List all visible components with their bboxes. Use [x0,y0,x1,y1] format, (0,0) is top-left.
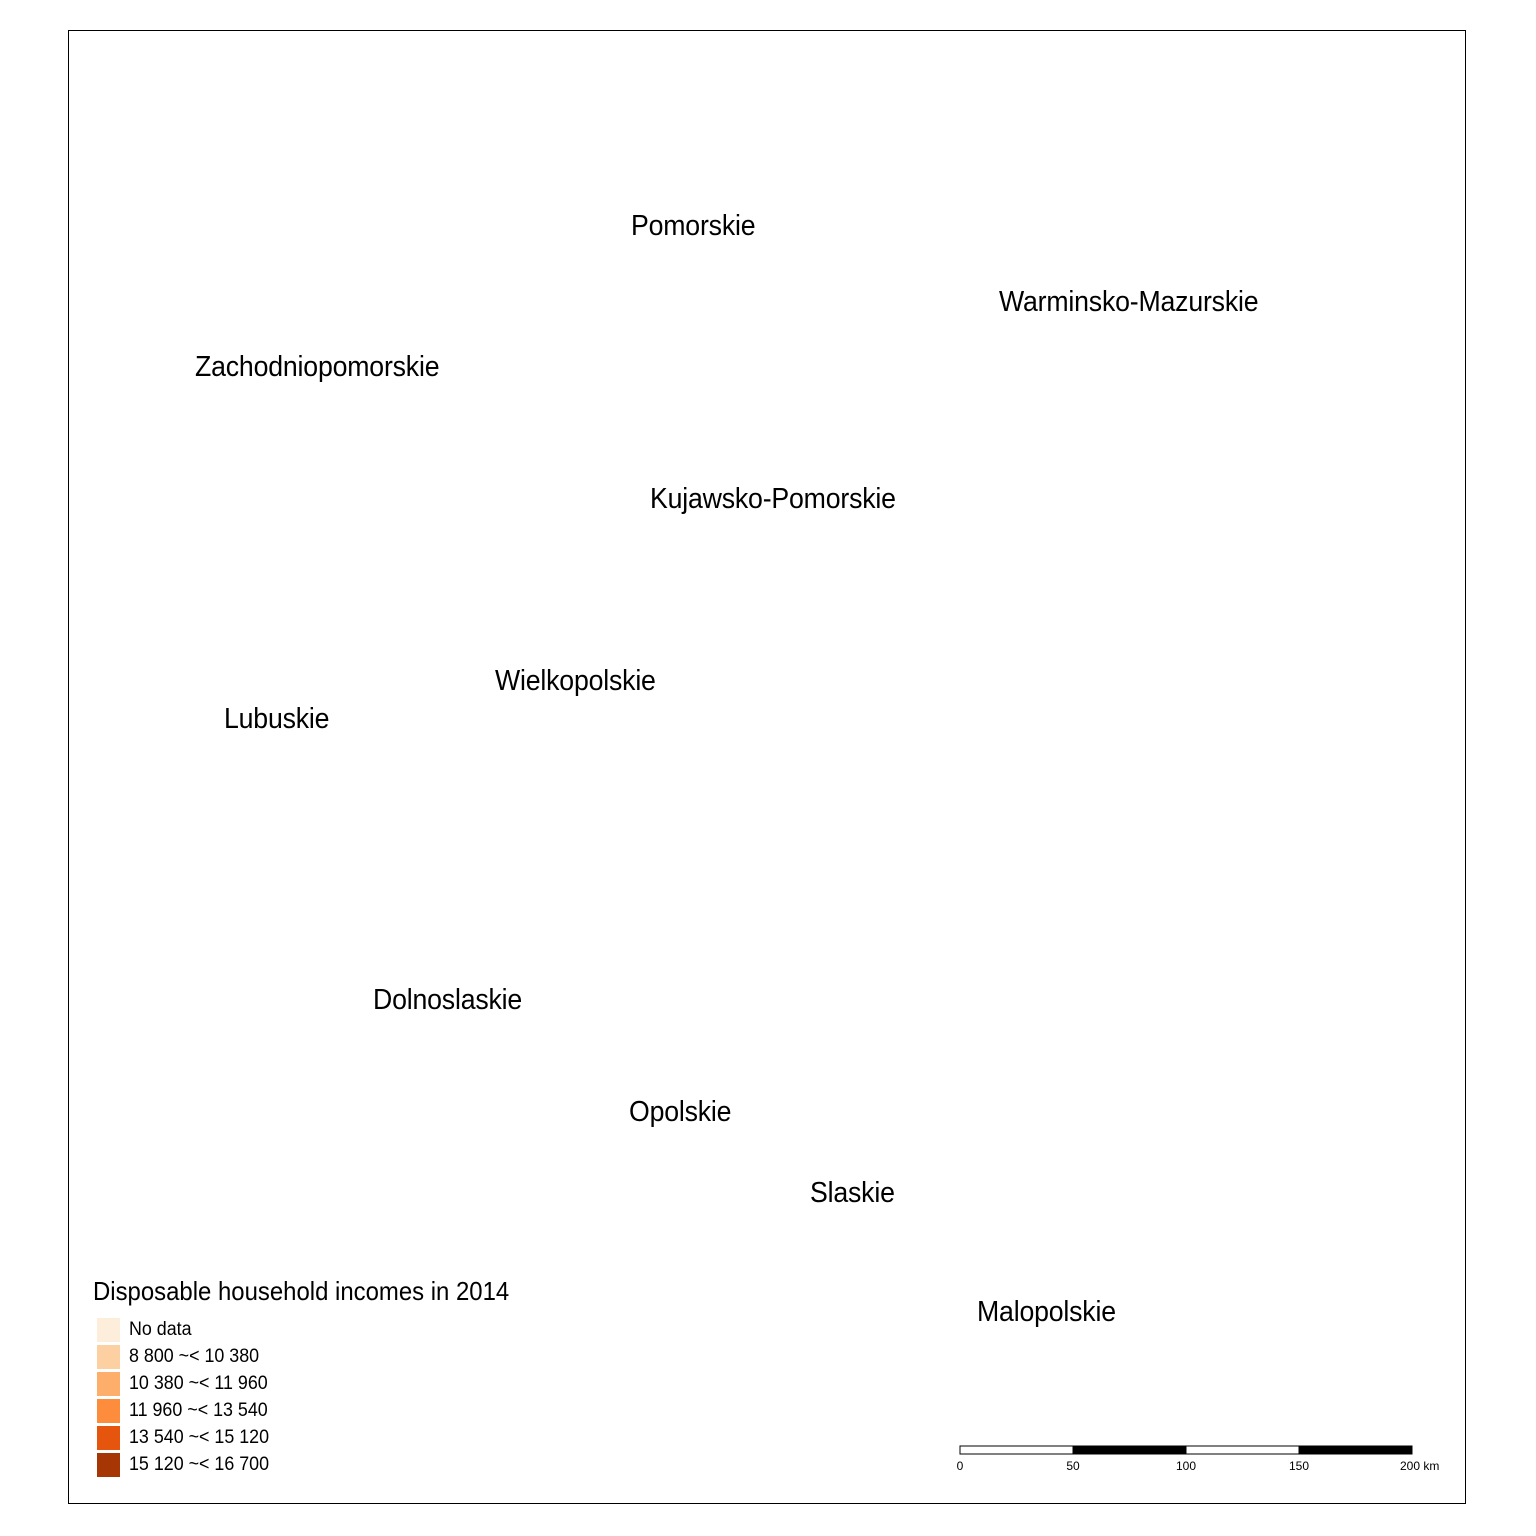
legend-item: 15 120 ~< 16 700 [97,1451,278,1478]
legend-swatch [97,1317,120,1342]
legend-item: 8 800 ~< 10 380 [97,1343,278,1370]
scale-bar: 0 50 100 150 200 km [957,1445,1439,1473]
region-label-slaskie: Slaskie [810,1177,895,1209]
scale-tick-label: 150 [1289,1459,1309,1473]
region-label-pomorskie: Pomorskie [631,210,756,242]
map-legend: Disposable household incomes in 2014 No … [93,1276,553,1486]
scale-segment-2 [1185,1445,1300,1455]
scale-tick-label: 50 [1066,1459,1080,1473]
legend-swatch [97,1425,120,1450]
region-label-kujawsko-pomorskie: Kujawsko-Pomorskie [650,483,896,515]
legend-swatch [97,1371,120,1396]
legend-label: No data [129,1318,192,1340]
scale-segment-1 [1072,1445,1187,1455]
region-label-dolnoslaskie: Dolnoslaskie [373,984,523,1016]
scale-tick-label: 100 [1176,1459,1196,1473]
region-label-lubuskie: Lubuskie [224,703,330,735]
legend-swatch [97,1344,120,1369]
legend-label: 15 120 ~< 16 700 [129,1453,270,1475]
legend-item: 10 380 ~< 11 960 [97,1370,278,1397]
legend-swatch [97,1398,120,1423]
region-label-zachodniopomorskie: Zachodniopomorskie [195,351,440,383]
legend-swatch [97,1452,120,1477]
legend-item: 11 960 ~< 13 540 [97,1397,278,1424]
legend-item: 13 540 ~< 15 120 [97,1424,278,1451]
legend-item: No data [97,1316,278,1343]
map-frame [68,30,1466,1504]
region-label-wielkopolskie: Wielkopolskie [495,665,656,697]
scale-tick-label: 200 km [1400,1459,1439,1473]
region-label-warminsko-mazurskie: Warminsko-Mazurskie [999,286,1259,318]
legend-items: No data 8 800 ~< 10 380 10 380 ~< 11 960… [97,1316,278,1478]
legend-label: 8 800 ~< 10 380 [129,1345,260,1367]
region-label-opolskie: Opolskie [629,1096,732,1128]
region-label-malopolskie: Malopolskie [977,1296,1116,1328]
scale-tick-label: 0 [957,1459,964,1473]
scale-segment-3 [1298,1445,1413,1455]
legend-label: 13 540 ~< 15 120 [129,1426,270,1448]
legend-title: Disposable household incomes in 2014 [93,1276,510,1306]
legend-label: 11 960 ~< 13 540 [129,1399,268,1421]
scale-segment-0 [959,1445,1074,1455]
legend-label: 10 380 ~< 11 960 [129,1372,268,1394]
